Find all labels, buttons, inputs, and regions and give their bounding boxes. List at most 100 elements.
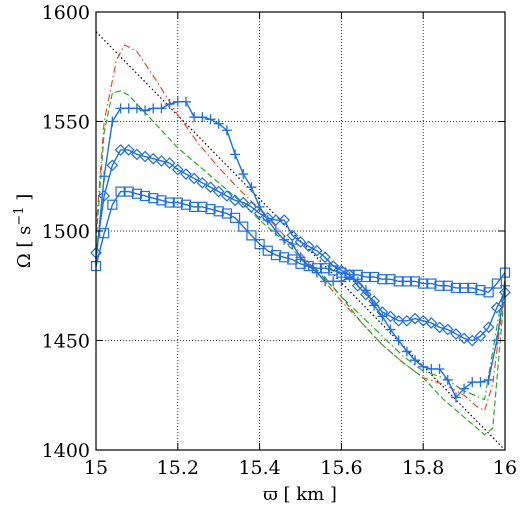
series-6-point-1 xyxy=(99,228,110,239)
series-6-point-41 xyxy=(426,278,437,289)
series-6-point-6 xyxy=(139,190,151,202)
series-4-point-45 xyxy=(459,383,470,394)
series-4-point-19 xyxy=(246,182,257,193)
series-5-point-16 xyxy=(221,190,233,202)
series-5-point-23 xyxy=(278,214,290,226)
y-axis-label-exponent: −1 xyxy=(12,206,27,225)
series-4-point-40 xyxy=(418,361,429,372)
series-4-point-11 xyxy=(180,96,191,107)
series-6-point-31 xyxy=(344,269,355,280)
series-6-point-36 xyxy=(385,274,396,285)
series-5-point-40 xyxy=(417,314,430,327)
series-5-point-4 xyxy=(122,144,135,156)
series-6-line xyxy=(95,190,506,294)
grid-lines xyxy=(96,12,505,450)
series-5-point-33 xyxy=(360,288,372,301)
series-4-point-5 xyxy=(131,103,142,114)
series-6-point-3 xyxy=(115,186,126,197)
series-5-point-22 xyxy=(270,214,282,226)
series-4-point-6 xyxy=(140,105,151,116)
series-4-point-16 xyxy=(221,125,232,136)
series-4-point-43 xyxy=(442,374,453,385)
series-6-point-28 xyxy=(319,263,331,274)
series-layer xyxy=(90,31,511,451)
series-5-point-9 xyxy=(163,157,176,169)
series-6 xyxy=(90,186,511,298)
y-tick-label-3: 1550 xyxy=(42,112,90,134)
series-4-point-18 xyxy=(238,169,249,180)
series-6-point-33 xyxy=(360,271,372,283)
series-4-point-2 xyxy=(107,116,118,127)
series-5-point-11 xyxy=(180,168,192,180)
series-5-point-46 xyxy=(466,334,479,347)
series-5-point-5 xyxy=(131,148,143,161)
series-5-point-37 xyxy=(392,314,405,327)
series-6-point-40 xyxy=(418,278,429,289)
series-6-point-35 xyxy=(377,274,388,285)
series-4-point-42 xyxy=(434,363,445,374)
series-6-point-22 xyxy=(270,249,282,261)
series-6-point-15 xyxy=(213,206,224,217)
series-5-point-10 xyxy=(171,163,184,176)
y-axis-label-tail: ] xyxy=(14,194,35,207)
series-5-point-1 xyxy=(98,190,111,202)
y-tick-label-0: 1400 xyxy=(42,440,90,462)
series-5-point-15 xyxy=(212,185,225,198)
series-6-point-45 xyxy=(459,282,470,294)
series-4-point-47 xyxy=(475,377,486,388)
series-6-point-39 xyxy=(409,276,421,287)
series-6-point-10 xyxy=(172,197,183,208)
series-5 xyxy=(90,144,511,347)
series-6-point-23 xyxy=(279,252,290,263)
series-4-point-8 xyxy=(156,103,167,114)
series-6-point-5 xyxy=(131,188,142,199)
series-6-point-18 xyxy=(238,221,249,232)
series-4-point-23 xyxy=(279,234,290,245)
series-6-point-2 xyxy=(107,199,118,210)
series-4-point-14 xyxy=(205,114,216,125)
series-4-point-38 xyxy=(401,346,412,357)
series-6-point-9 xyxy=(164,197,175,208)
series-6-point-43 xyxy=(442,280,453,291)
series-4-point-13 xyxy=(197,112,208,123)
series-4-point-15 xyxy=(213,118,224,129)
x-tick-label-5: 16 xyxy=(493,457,517,479)
series-5-point-45 xyxy=(458,332,470,345)
series-6-point-29 xyxy=(328,265,339,276)
series-4-point-1 xyxy=(99,171,110,182)
series-5-point-14 xyxy=(204,181,217,194)
series-5-line xyxy=(95,149,506,342)
series-5-point-36 xyxy=(384,310,397,323)
series-4-point-36 xyxy=(385,324,396,335)
tick-layer: 15 15.2 15.4 15.6 15.8 16 1400 1450 1500 1550 1600 xyxy=(42,2,517,479)
series-6-point-19 xyxy=(246,230,257,241)
series-5-point-17 xyxy=(229,194,241,207)
series-5-point-34 xyxy=(368,295,380,307)
series-5-point-12 xyxy=(188,172,201,185)
series-5-point-28 xyxy=(319,251,331,264)
series-2-line xyxy=(95,90,506,436)
series-6-point-26 xyxy=(303,260,314,272)
series-6-point-32 xyxy=(352,269,363,280)
series-6-point-12 xyxy=(189,201,200,213)
series-2 xyxy=(95,90,506,436)
x-tick-label-0: 15 xyxy=(84,457,108,479)
series-4-point-9 xyxy=(164,98,175,109)
series-5-point-7 xyxy=(147,152,160,165)
series-6-point-13 xyxy=(197,201,208,213)
y-axis-label: Ω [ s−1 ] xyxy=(12,194,35,269)
series-6-point-47 xyxy=(475,285,486,296)
series-6-point-30 xyxy=(336,267,347,278)
series-6-point-34 xyxy=(369,271,380,283)
series-6-point-7 xyxy=(148,193,159,204)
series-4-point-37 xyxy=(393,335,404,346)
series-6-point-44 xyxy=(450,282,462,294)
x-axis-label: ϖ [ km ] xyxy=(263,484,337,505)
series-5-point-32 xyxy=(351,279,364,292)
series-4-point-22 xyxy=(270,226,281,236)
series-5-point-47 xyxy=(474,330,487,342)
series-5-point-8 xyxy=(155,155,168,167)
series-1-line xyxy=(95,44,506,412)
series-3-line xyxy=(300,258,506,401)
series-5-point-49 xyxy=(490,301,503,314)
